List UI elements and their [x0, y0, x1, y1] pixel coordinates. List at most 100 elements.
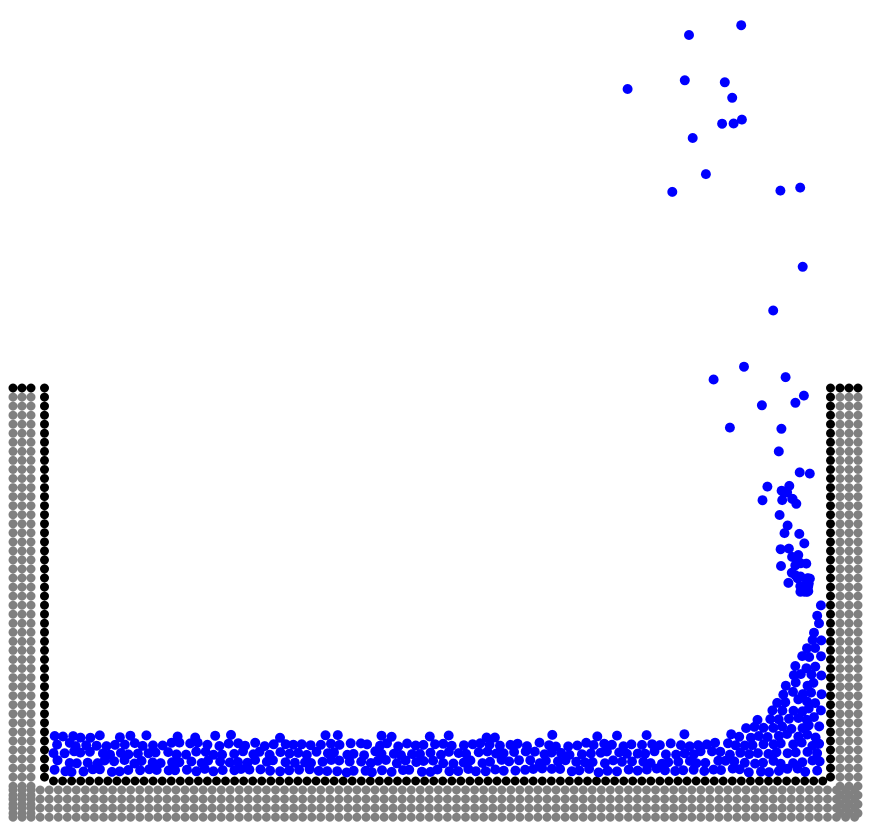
wall-particle	[853, 664, 863, 673]
boundary-particle	[40, 465, 49, 474]
boundary-particle	[121, 776, 131, 786]
boundary-particle	[474, 776, 484, 786]
fluid-particle	[490, 764, 501, 775]
boundary-particle	[175, 776, 185, 786]
wall-particle	[343, 785, 353, 795]
wall-particle	[388, 803, 398, 813]
wall-particle	[26, 419, 36, 429]
fluid-particle	[264, 749, 275, 760]
wall-particle	[669, 803, 679, 813]
wall-particle	[835, 682, 845, 692]
boundary-particle	[826, 645, 835, 655]
spray-particle	[776, 485, 787, 496]
wall-particle	[26, 812, 36, 822]
wall-particle	[844, 546, 854, 556]
boundary-particle	[718, 776, 728, 786]
fluid-particle	[70, 741, 81, 752]
wall-particle	[479, 803, 489, 813]
wall-particle	[26, 446, 36, 456]
boundary-particle	[853, 383, 863, 393]
boundary-particle	[826, 772, 835, 782]
wall-particle	[316, 794, 326, 804]
fluid-particle	[763, 748, 774, 759]
wall-particle	[325, 794, 335, 804]
fluid-particle	[386, 766, 397, 777]
wall-particle	[8, 510, 18, 520]
wall-particle	[17, 718, 27, 728]
wall-particle	[415, 794, 425, 804]
fluid-particle	[812, 610, 823, 621]
wall-particle	[823, 812, 832, 822]
wall-particle	[578, 812, 588, 822]
wall-particle	[26, 564, 36, 574]
wall-particle	[62, 803, 72, 813]
boundary-particle	[826, 455, 835, 465]
wall-particle	[835, 709, 845, 719]
wall-particle	[678, 785, 688, 795]
fluid-particle	[700, 757, 711, 768]
wall-particle	[8, 483, 18, 493]
boundary-particle	[365, 776, 375, 786]
wall-particle	[225, 785, 235, 795]
boundary-particle	[40, 501, 49, 511]
fluid-particle	[504, 756, 515, 767]
wall-particle	[17, 465, 27, 474]
spray-particle	[773, 446, 784, 457]
wall-particle	[180, 785, 190, 795]
wall-particle	[8, 709, 18, 719]
wall-particle	[835, 691, 845, 701]
fluid-particle	[574, 765, 585, 776]
wall-particle	[605, 803, 615, 813]
wall-particle	[26, 627, 36, 637]
wall-particle	[225, 812, 235, 822]
wall-particle	[8, 700, 18, 710]
wall-particle	[17, 537, 27, 547]
wall-particle	[298, 794, 308, 804]
wall-particle	[325, 812, 335, 822]
wall-particle	[835, 528, 845, 538]
wall-particle	[844, 410, 854, 420]
wall-particle	[853, 519, 863, 529]
fluid-particle	[332, 730, 343, 741]
boundary-particle	[26, 383, 36, 393]
fluid-particle	[430, 739, 440, 750]
wall-particle	[198, 794, 208, 804]
wall-particle	[126, 794, 136, 804]
wall-particle	[80, 785, 90, 795]
wall-particle	[26, 492, 36, 502]
boundary-particle	[727, 776, 737, 786]
wall-particle	[841, 794, 851, 804]
fluid-particle	[707, 746, 717, 757]
wall-particle	[108, 794, 117, 804]
fluid-particle	[191, 766, 202, 777]
fluid-particle	[416, 766, 427, 777]
wall-particle	[8, 555, 18, 565]
wall-particle	[479, 812, 489, 822]
wall-particle	[835, 573, 845, 583]
boundary-particle	[791, 776, 801, 786]
wall-particle	[853, 492, 863, 502]
wall-particle	[524, 803, 534, 813]
boundary-particle	[347, 776, 357, 786]
wall-particle	[777, 794, 787, 804]
wall-particle	[189, 785, 199, 795]
wall-particle	[243, 812, 253, 822]
boundary-particle	[826, 736, 835, 746]
boundary-particle	[826, 664, 835, 673]
wall-particle	[17, 401, 27, 411]
wall-particle	[835, 645, 845, 655]
fluid-particle	[443, 730, 454, 741]
wall-particle	[660, 794, 670, 804]
wall-particle	[687, 794, 697, 804]
fluid-particle	[174, 757, 185, 768]
fluid-particle	[334, 739, 345, 750]
fluid-particle	[191, 746, 202, 757]
boundary-particle	[40, 673, 49, 683]
wall-particle	[17, 794, 27, 804]
wall-particle	[397, 812, 407, 822]
wall-particle	[135, 803, 145, 813]
wall-particle	[844, 727, 854, 737]
boundary-particle	[764, 776, 773, 786]
fluid-particle	[802, 643, 812, 654]
fluid-particle	[812, 765, 823, 776]
